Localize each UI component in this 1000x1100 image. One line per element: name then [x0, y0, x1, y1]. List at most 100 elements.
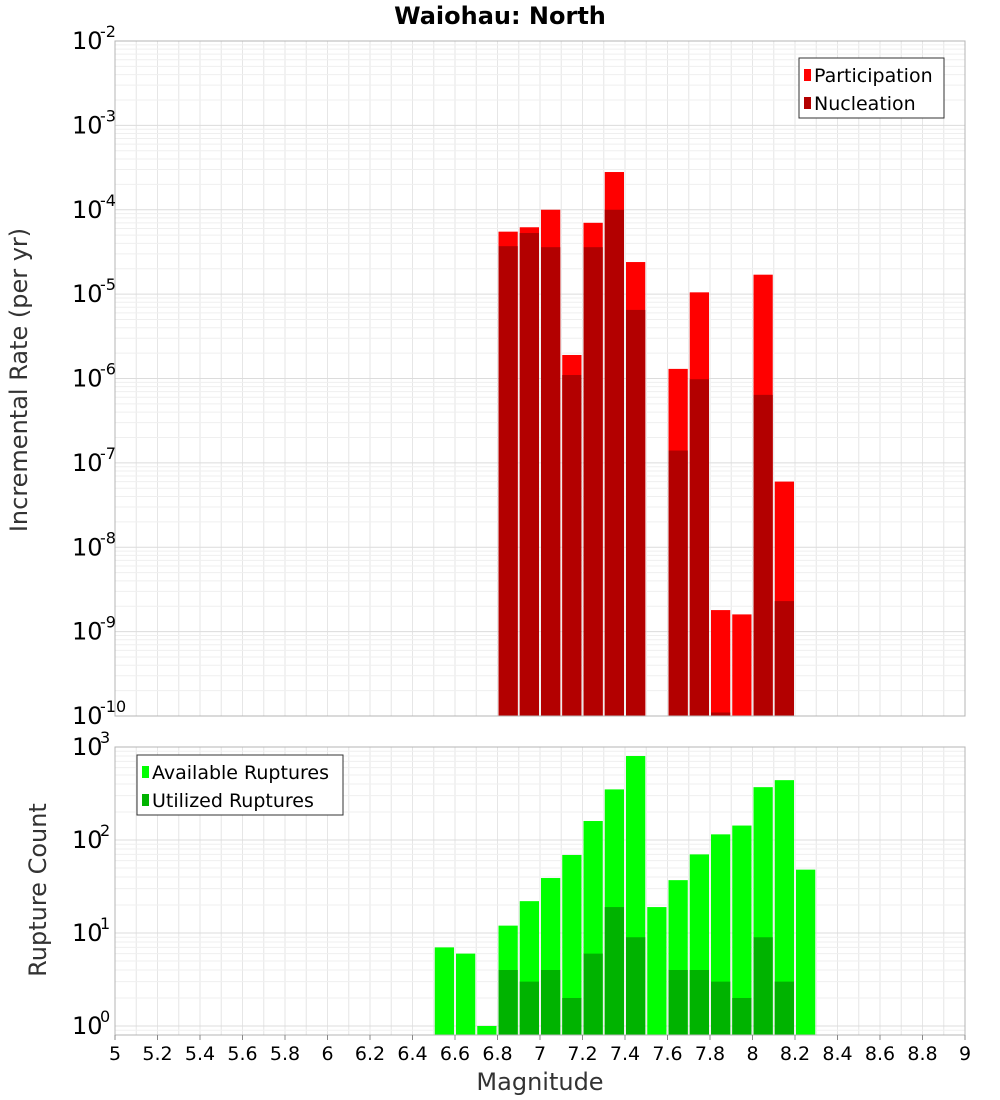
bar-available-ruptures: [647, 907, 667, 1035]
bar-participation: [732, 614, 752, 716]
y-tick-label: 10: [72, 196, 103, 224]
x-tick-label: 7.8: [695, 1043, 725, 1065]
x-tick-label: 7: [534, 1043, 546, 1065]
x-tick-label: 5.6: [227, 1043, 257, 1065]
bar-nucleation: [626, 309, 646, 716]
y-tick-label: 10: [72, 733, 103, 761]
y-tick-label: 10: [72, 919, 103, 947]
bar-utilized-ruptures: [774, 981, 794, 1035]
bottom-y-axis-label: Rupture Count: [24, 803, 52, 977]
x-tick-label: 7.2: [567, 1043, 597, 1065]
x-tick-label: 9: [959, 1043, 971, 1065]
x-tick-label: 8.6: [865, 1043, 895, 1065]
bar-available-ruptures: [796, 869, 816, 1035]
y-tick-label: 10: [72, 111, 103, 139]
y-tick-exponent: -6: [100, 360, 116, 379]
y-tick-label: 10: [72, 280, 103, 308]
bar-nucleation: [583, 247, 603, 716]
legend-entry-utilized-ruptures: Utilized Ruptures: [152, 790, 314, 812]
y-tick-exponent: 1: [100, 914, 110, 933]
y-tick-label: 10: [72, 27, 103, 55]
bar-available-ruptures: [774, 780, 794, 1035]
bar-utilized-ruptures: [541, 969, 561, 1035]
y-tick-exponent: -5: [100, 275, 116, 294]
top-y-axis-label: Incremental Rate (per yr): [5, 228, 33, 532]
y-tick-exponent: -9: [100, 613, 116, 632]
bar-nucleation: [668, 450, 688, 716]
y-tick-exponent: -8: [100, 528, 116, 547]
bar-utilized-ruptures: [732, 997, 752, 1035]
bar-nucleation: [711, 712, 731, 716]
x-tick-label: 6.8: [482, 1043, 512, 1065]
bar-nucleation: [753, 394, 773, 716]
y-tick-exponent: -4: [100, 191, 116, 210]
bar-nucleation: [541, 247, 561, 716]
legend-entry-available-ruptures: Available Ruptures: [152, 762, 329, 784]
legend-swatch: [804, 97, 811, 109]
y-tick-label: 10: [72, 702, 103, 730]
top-panel-rate-plot: 10-1010-910-810-710-610-510-410-310-2Par…: [72, 22, 966, 730]
plot-frame: [114, 40, 966, 717]
y-tick-label: 10: [72, 365, 103, 393]
bar-utilized-ruptures: [711, 981, 731, 1035]
legend-swatch: [804, 69, 811, 81]
y-tick-exponent: -2: [100, 22, 116, 41]
legend-entry-nucleation: Nucleation: [814, 93, 916, 115]
y-tick-exponent: 2: [100, 821, 110, 840]
x-tick-label: 5.4: [185, 1043, 215, 1065]
y-tick-label: 10: [72, 826, 103, 854]
x-tick-label: 7.4: [610, 1043, 640, 1065]
y-tick-label: 10: [72, 618, 103, 646]
bar-utilized-ruptures: [519, 981, 539, 1035]
bar-nucleation: [689, 379, 709, 716]
bar-utilized-ruptures: [562, 997, 582, 1035]
bar-nucleation: [562, 375, 582, 716]
x-tick-label: 8.8: [907, 1043, 937, 1065]
bar-nucleation: [604, 209, 624, 716]
bar-utilized-ruptures: [753, 937, 773, 1035]
bar-available-ruptures: [434, 947, 454, 1035]
bar-available-ruptures: [456, 953, 476, 1035]
y-tick-exponent: 0: [100, 1007, 110, 1026]
x-tick-label: 6.6: [440, 1043, 470, 1065]
bar-utilized-ruptures: [668, 969, 688, 1035]
x-tick-label: 8: [746, 1043, 758, 1065]
bar-available-ruptures: [477, 1025, 497, 1035]
y-tick-exponent: 3: [100, 728, 110, 747]
legend-entry-participation: Participation: [814, 65, 933, 87]
bar-nucleation: [498, 246, 518, 716]
bar-utilized-ruptures: [626, 937, 646, 1035]
chart-title: Waiohau: North: [394, 2, 606, 30]
x-tick-label: 5.2: [142, 1043, 172, 1065]
x-tick-label: 6.2: [355, 1043, 385, 1065]
y-tick-exponent: -10: [100, 697, 126, 716]
y-tick-label: 10: [72, 1012, 103, 1040]
legend-box: [136, 754, 344, 816]
x-tick-label: 5: [109, 1043, 121, 1065]
bar-participation: [711, 610, 731, 716]
bar-available-ruptures: [562, 854, 582, 1035]
legend-swatch: [142, 794, 149, 806]
x-tick-label: 7.6: [652, 1043, 682, 1065]
x-tick-label: 5.8: [270, 1043, 300, 1065]
x-tick-label: 8.4: [822, 1043, 852, 1065]
x-tick-label: 6.4: [397, 1043, 427, 1065]
y-tick-exponent: -3: [100, 106, 116, 125]
bar-utilized-ruptures: [689, 969, 709, 1035]
legend-box: [798, 57, 945, 119]
x-tick-label: 6: [321, 1043, 333, 1065]
x-axis-label: Magnitude: [476, 1068, 603, 1096]
y-tick-label: 10: [72, 533, 103, 561]
bar-nucleation: [519, 233, 539, 716]
y-tick-label: 10: [72, 449, 103, 477]
y-tick-exponent: -7: [100, 444, 116, 463]
x-tick-label: 8.2: [780, 1043, 810, 1065]
bar-utilized-ruptures: [604, 907, 624, 1035]
bar-utilized-ruptures: [583, 953, 603, 1035]
legend-swatch: [142, 766, 149, 778]
bar-nucleation: [774, 601, 794, 716]
bar-utilized-ruptures: [498, 969, 518, 1035]
bar-available-ruptures: [732, 825, 752, 1035]
